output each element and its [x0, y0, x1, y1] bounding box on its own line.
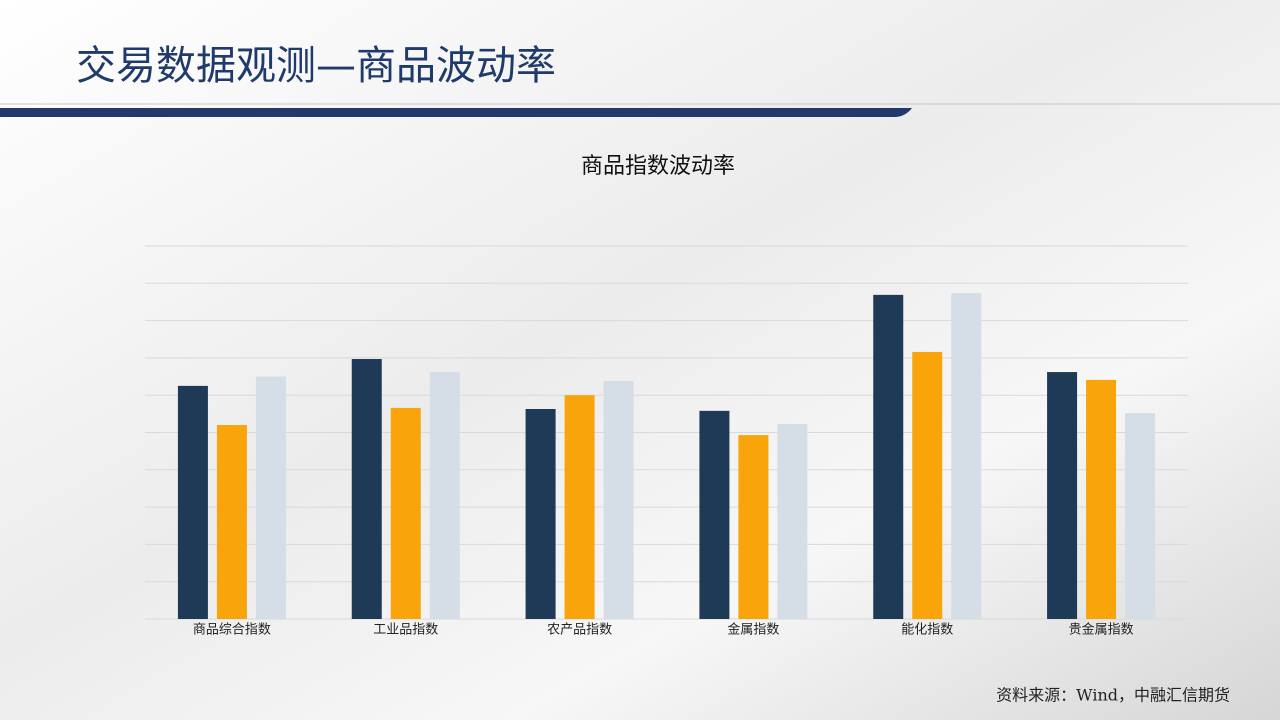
- bar: [216, 425, 247, 619]
- x-tick-label: 工业品指数: [373, 623, 438, 638]
- x-tick-label: 金属指数: [727, 622, 779, 638]
- x-tick-label: 农产品指数: [547, 623, 612, 638]
- slide-title: 交易数据观测—商品波动率: [76, 43, 556, 89]
- bar: [351, 359, 382, 619]
- bar: [564, 395, 595, 619]
- x-tick-label: 贵金属指数: [1069, 622, 1134, 638]
- bar: [525, 409, 556, 619]
- chart-title: 商品指数波动率: [581, 154, 735, 179]
- bar: [390, 407, 421, 619]
- x-tick-label: 商品综合指数: [193, 623, 271, 638]
- bar: [951, 292, 982, 619]
- bar: [1086, 379, 1117, 619]
- bar: [1047, 372, 1078, 619]
- bar: [1125, 413, 1156, 619]
- bar: [777, 423, 808, 619]
- bar: [255, 376, 286, 619]
- source-note: 资料来源：Wind，中融汇信期货: [996, 686, 1230, 705]
- bar: [603, 381, 634, 619]
- header-bar: [0, 108, 912, 117]
- bar: [738, 435, 769, 619]
- bar: [912, 351, 943, 619]
- plot: 商品综合指数 工业品指数 农产品指数 金属指数 能化指数 贵金属指数: [145, 245, 1188, 638]
- bar: [873, 294, 904, 619]
- bar: [429, 372, 460, 619]
- bar: [699, 410, 730, 619]
- x-tick-label: 能化指数: [901, 623, 953, 638]
- bar: [177, 385, 208, 619]
